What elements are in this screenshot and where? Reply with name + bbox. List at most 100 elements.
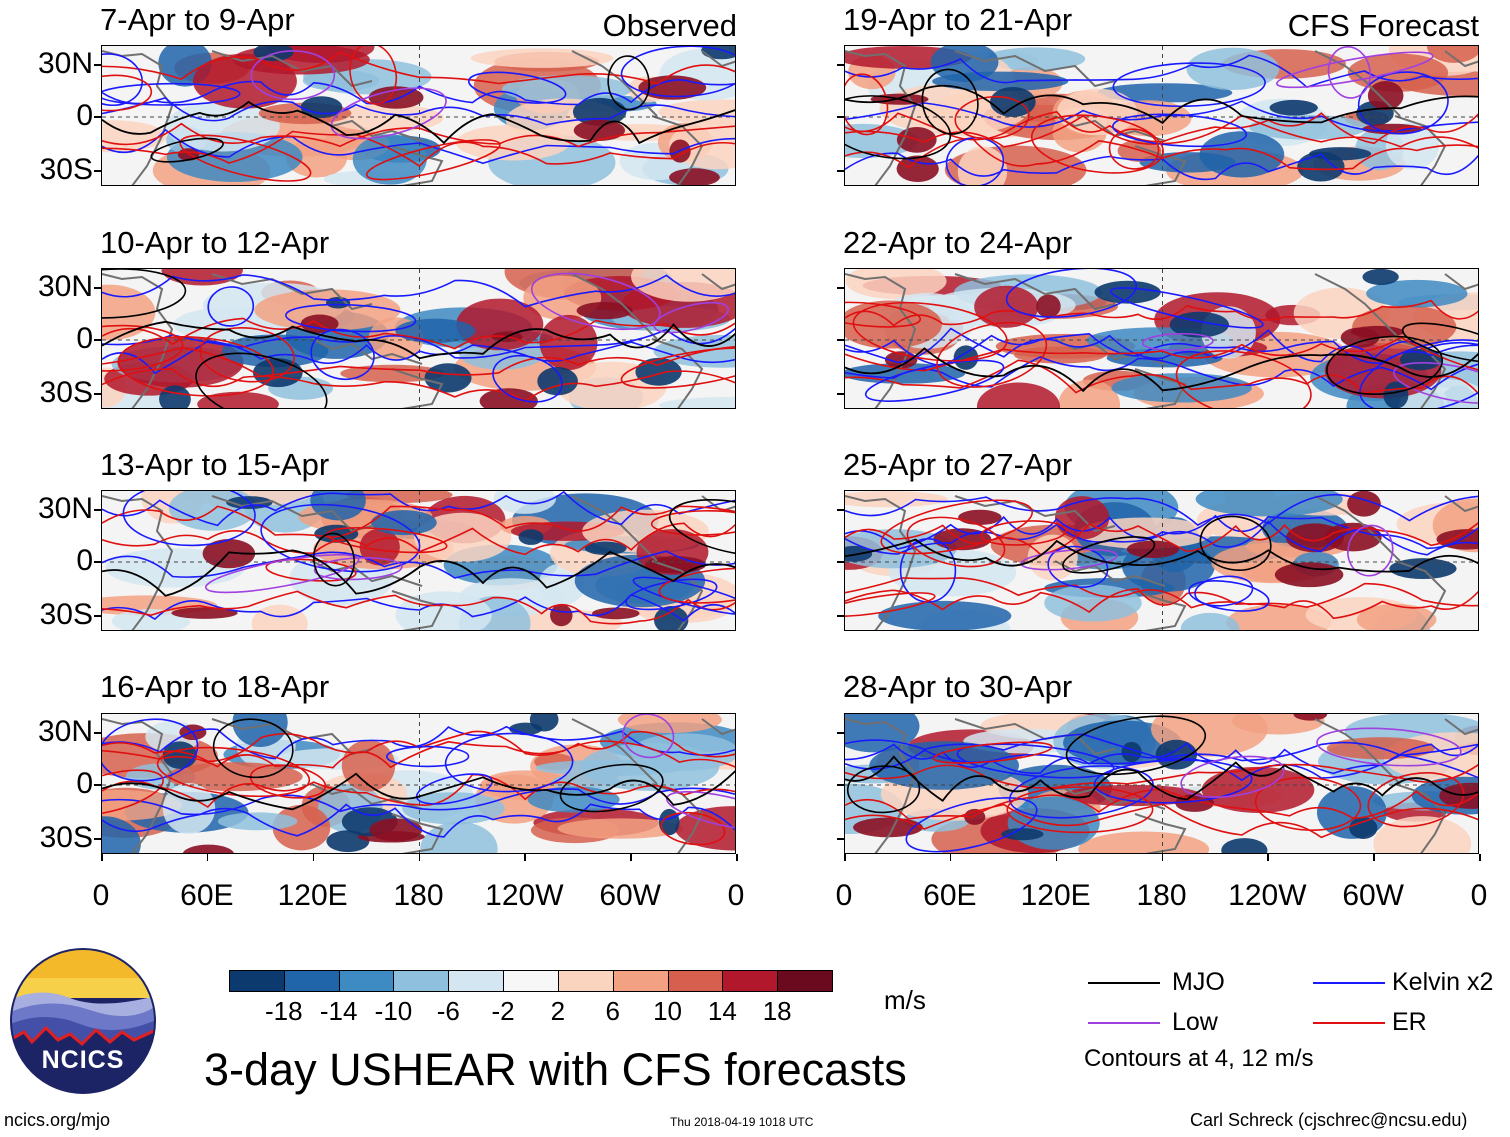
footer-url[interactable]: ncics.org/mjo bbox=[4, 1110, 111, 1130]
colorbar-label: 2 bbox=[550, 996, 566, 1026]
lon-label-left-0: 0 bbox=[92, 879, 110, 912]
panel-title-left-1: 7-Apr to 9-Apr bbox=[100, 2, 295, 37]
colorbar-segment bbox=[393, 970, 450, 992]
lon-label-right-4: 120W bbox=[1228, 879, 1307, 912]
panel-title-right-1: 19-Apr to 21-Apr bbox=[843, 2, 1073, 37]
map-panel-right-3 bbox=[844, 490, 1479, 631]
ncics-logo: NCICS bbox=[10, 948, 156, 1094]
legend-er-label: ER bbox=[1392, 1008, 1427, 1036]
lon-tick bbox=[524, 854, 526, 861]
lat-tick bbox=[94, 64, 101, 66]
lat-tick bbox=[94, 287, 101, 289]
lat-tick bbox=[837, 287, 844, 289]
legend-kelvin-label: Kelvin x2 bbox=[1392, 968, 1494, 996]
lat-tick bbox=[837, 170, 844, 172]
lon-tick bbox=[949, 854, 952, 861]
lon-tick bbox=[1055, 854, 1058, 861]
lat-tick bbox=[94, 615, 101, 617]
lon-tick bbox=[1161, 854, 1163, 861]
lat-tick bbox=[837, 339, 844, 341]
lon-label-right-2: 120E bbox=[1020, 879, 1091, 912]
lat-label-left-4-0: 30N bbox=[37, 715, 93, 748]
lon-label-right-5: 60W bbox=[1342, 879, 1404, 912]
panel-title-right-4: 28-Apr to 30-Apr bbox=[843, 669, 1073, 704]
legend-mjo-label: MJO bbox=[1172, 968, 1225, 996]
lon-tick bbox=[1267, 854, 1269, 861]
legend-low-label: Low bbox=[1172, 1008, 1218, 1036]
legend-er-line bbox=[1313, 1022, 1385, 1024]
panel-title-left-3: 13-Apr to 15-Apr bbox=[100, 447, 330, 482]
colorbar-label: 10 bbox=[653, 996, 682, 1026]
lon-label-left-3: 180 bbox=[393, 879, 444, 912]
colorbar-unit: m/s bbox=[884, 985, 926, 1015]
lon-tick bbox=[844, 854, 846, 861]
panel-title-right-3: 25-Apr to 27-Apr bbox=[843, 447, 1073, 482]
lat-tick bbox=[94, 561, 101, 563]
lat-label-left-3-1: 0 bbox=[76, 544, 93, 577]
lon-tick bbox=[418, 854, 420, 861]
lat-label-left-2-0: 30N bbox=[37, 270, 93, 303]
lat-label-left-2-1: 0 bbox=[76, 322, 93, 355]
lat-label-left-1-2: 30S bbox=[39, 153, 93, 186]
lat-label-left-4-1: 0 bbox=[76, 767, 93, 800]
colorbar-label: 18 bbox=[762, 996, 792, 1026]
lat-label-left-1-1: 0 bbox=[76, 99, 93, 132]
lat-tick bbox=[94, 838, 101, 840]
lat-tick bbox=[837, 732, 844, 734]
colorbar-label: -6 bbox=[436, 996, 460, 1026]
lon-label-left-1: 60E bbox=[180, 879, 234, 912]
colorbar-segment bbox=[338, 970, 395, 992]
colorbar-segment bbox=[557, 970, 614, 992]
colorbar-label: -10 bbox=[374, 996, 413, 1026]
colorbar-label: 6 bbox=[605, 996, 620, 1026]
lon-tick bbox=[1479, 854, 1481, 861]
lat-tick bbox=[837, 509, 844, 511]
lon-tick bbox=[101, 854, 103, 861]
lon-label-left-6: 0 bbox=[727, 879, 745, 912]
lon-label-right-0: 0 bbox=[835, 879, 853, 912]
contour-note: Contours at 4, 12 m/s bbox=[1084, 1045, 1314, 1072]
colorbar-label: -2 bbox=[491, 996, 515, 1026]
lon-label-right-3: 180 bbox=[1136, 879, 1187, 912]
lon-label-right-6: 0 bbox=[1470, 879, 1488, 912]
colorbar-label: -14 bbox=[319, 996, 358, 1026]
colorbar-label: -18 bbox=[265, 996, 303, 1026]
lat-tick bbox=[94, 732, 101, 734]
lon-tick bbox=[630, 854, 632, 861]
cfs-forecast-tag: CFS Forecast bbox=[1287, 8, 1479, 43]
lat-tick bbox=[837, 64, 844, 66]
lat-tick bbox=[837, 116, 844, 118]
lat-tick bbox=[94, 393, 101, 395]
map-panel-right-1 bbox=[844, 45, 1479, 186]
lon-tick bbox=[1373, 854, 1375, 861]
lat-label-left-3-2: 30S bbox=[39, 598, 93, 631]
colorbar-label: 14 bbox=[707, 996, 737, 1026]
map-panel-left-2 bbox=[101, 268, 736, 409]
panel-title-left-4: 16-Apr to 18-Apr bbox=[100, 669, 330, 704]
lat-tick bbox=[837, 393, 844, 395]
lat-label-left-2-2: 30S bbox=[39, 376, 93, 409]
lat-label-left-4-2: 30S bbox=[39, 821, 93, 854]
footer-timestamp: Thu 2018-04-19 1018 UTC bbox=[670, 1115, 814, 1129]
observed-tag: Observed bbox=[602, 8, 737, 43]
panel-title-left-2: 10-Apr to 12-Apr bbox=[100, 225, 330, 260]
colorbar-segment bbox=[503, 970, 559, 992]
lat-tick bbox=[94, 339, 101, 341]
colorbar-segment bbox=[777, 970, 833, 992]
map-panel-left-4 bbox=[101, 713, 736, 854]
lon-tick bbox=[312, 854, 315, 861]
panel-title-right-2: 22-Apr to 24-Apr bbox=[843, 225, 1073, 260]
lon-label-left-4: 120W bbox=[485, 879, 564, 912]
footer-author: Carl Schreck (cjschrec@ncsu.edu) bbox=[1190, 1110, 1468, 1130]
map-panel-right-2 bbox=[844, 268, 1479, 409]
colorbar-segment bbox=[722, 970, 779, 992]
map-panel-left-1 bbox=[101, 45, 736, 186]
lon-tick bbox=[736, 854, 738, 861]
colorbar-segment bbox=[283, 970, 340, 992]
lat-tick bbox=[837, 784, 844, 786]
map-panel-left-3 bbox=[101, 490, 736, 631]
lon-label-left-2: 120E bbox=[277, 879, 348, 912]
lon-label-right-1: 60E bbox=[923, 879, 977, 912]
lat-tick bbox=[94, 116, 101, 118]
colorbar-segment bbox=[667, 970, 724, 992]
